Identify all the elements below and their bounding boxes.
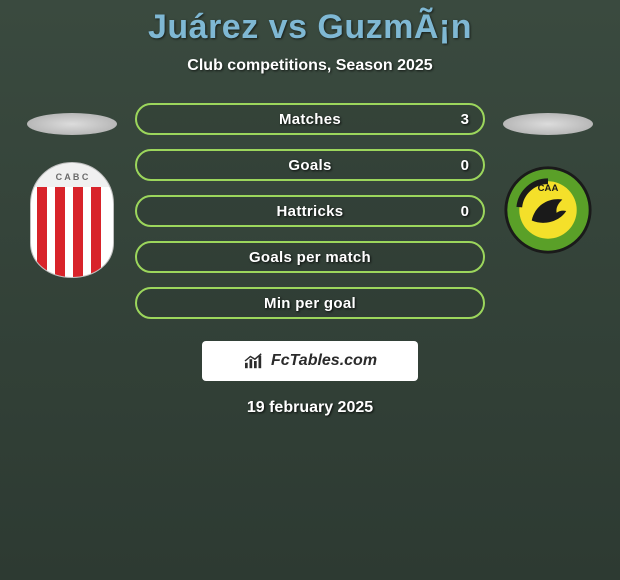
svg-text:C A B C: C A B C <box>56 172 89 182</box>
stat-label: Goals <box>288 157 331 174</box>
svg-text:CAA: CAA <box>538 183 559 194</box>
stat-right-value: 3 <box>461 111 469 128</box>
club-logo-right: CAA <box>503 165 593 255</box>
player-placeholder-left <box>27 113 117 135</box>
watermark-text: FcTables.com <box>271 352 377 370</box>
stat-label: Min per goal <box>264 295 356 312</box>
watermark: FcTables.com <box>202 341 418 381</box>
right-player-column: CAA <box>493 103 603 255</box>
stat-label: Matches <box>279 111 341 128</box>
stat-right-value: 0 <box>461 203 469 220</box>
stat-row-min-per-goal: Min per goal <box>135 287 485 319</box>
stat-right-value: 0 <box>461 157 469 174</box>
main-row: C A B C Matches 3 Goals 0 Hattricks 0 <box>0 103 620 319</box>
stat-row-goals: Goals 0 <box>135 149 485 181</box>
page-subtitle: Club competitions, Season 2025 <box>187 57 432 75</box>
club-logo-left: C A B C <box>25 159 119 279</box>
stat-label: Hattricks <box>277 203 344 220</box>
stats-column: Matches 3 Goals 0 Hattricks 0 Goals per … <box>135 103 485 319</box>
chart-icon <box>243 352 265 370</box>
player-placeholder-right <box>503 113 593 135</box>
comparison-card: Juárez vs GuzmÃ¡n Club competitions, Sea… <box>0 0 620 417</box>
page-title: Juárez vs GuzmÃ¡n <box>148 8 472 47</box>
stat-row-goals-per-match: Goals per match <box>135 241 485 273</box>
date-label: 19 february 2025 <box>247 399 373 417</box>
stat-row-hattricks: Hattricks 0 <box>135 195 485 227</box>
stat-row-matches: Matches 3 <box>135 103 485 135</box>
stat-label: Goals per match <box>249 249 371 266</box>
left-player-column: C A B C <box>17 103 127 279</box>
